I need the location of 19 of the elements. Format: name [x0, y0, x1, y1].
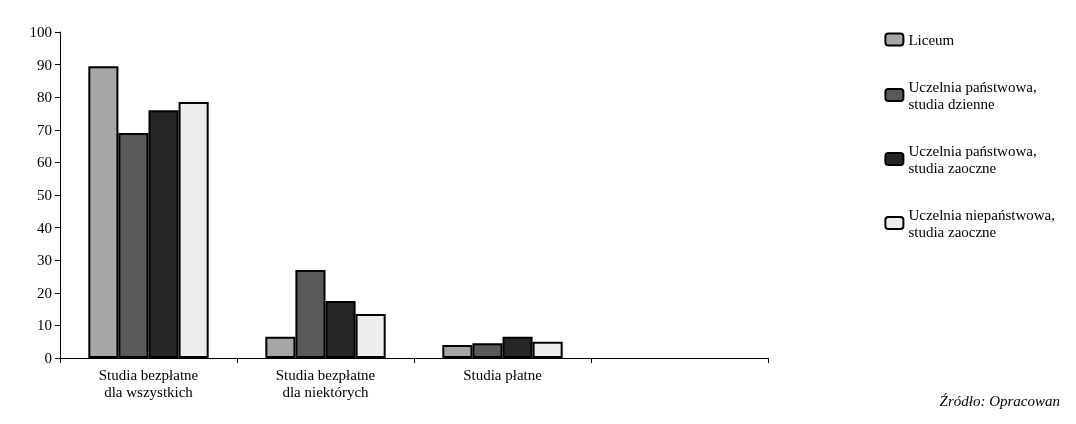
y-tick-label: 40 [37, 219, 52, 236]
y-tick-label: 50 [37, 187, 52, 203]
legend-label: Liceum [908, 31, 955, 48]
y-tick-label: 100 [29, 24, 52, 40]
y-tick-label: 80 [37, 89, 52, 106]
y-tick-label: 70 [37, 121, 52, 138]
y-tick-label: 20 [37, 284, 52, 301]
y-tick-label: 0 [44, 350, 52, 366]
text: Źródło: Opracowan [939, 392, 1061, 409]
legend-label: Uczelnia państwowa, studia zaoczne [908, 142, 1037, 176]
x-tick-label: Studia bezpłatne dla niektórych [275, 366, 376, 400]
legend-label: Uczelnia niepaństwowa, studia zaoczne [908, 206, 1055, 240]
y-tick-label: 10 [37, 317, 52, 334]
legend-label: Uczelnia państwowa, studia dzienne [908, 78, 1037, 112]
y-tick-label: 90 [37, 56, 52, 73]
y-tick-label: 60 [37, 154, 52, 171]
x-tick-label: Studia płatne [463, 366, 543, 383]
x-tick-label: Studia bezpłatne dla wszystkich [98, 366, 199, 400]
y-tick-label: 30 [37, 252, 52, 269]
